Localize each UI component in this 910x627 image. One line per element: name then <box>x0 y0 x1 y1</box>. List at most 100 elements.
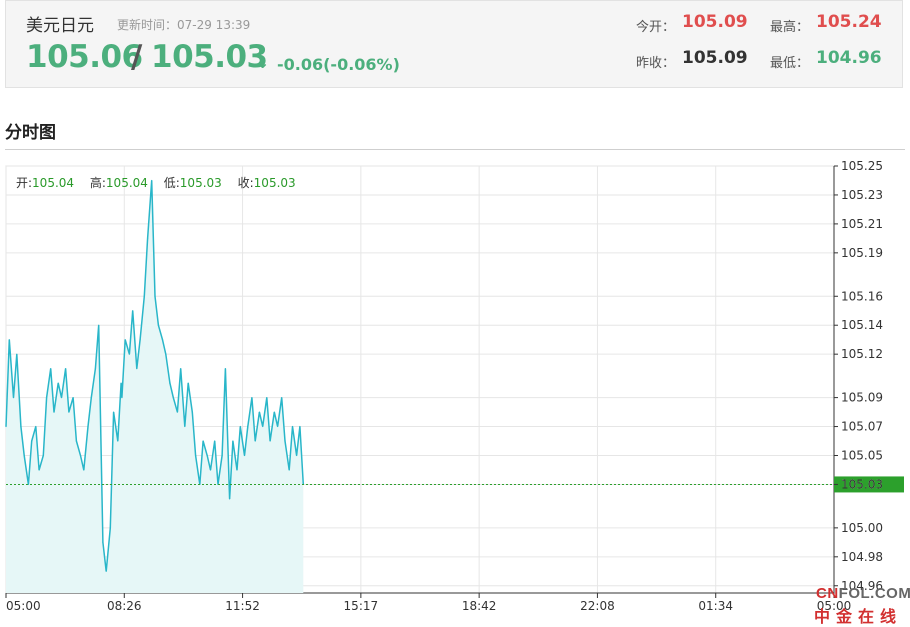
watermark-rest: FOL.COM <box>838 585 910 602</box>
price-point <box>165 353 167 355</box>
price-point <box>72 397 74 399</box>
price-point <box>139 339 141 341</box>
price-point <box>161 339 164 341</box>
x-tick-label: 18:42 <box>462 599 497 613</box>
price-point <box>236 469 238 471</box>
price-point <box>184 425 186 428</box>
open-label: 今开： <box>636 20 676 35</box>
price-point <box>128 353 130 355</box>
price-point <box>214 440 216 442</box>
price-point <box>23 454 25 457</box>
y-tick-label: 105.03 <box>841 477 883 491</box>
price-point <box>239 425 241 428</box>
price-point <box>195 454 197 457</box>
price-point <box>68 411 70 413</box>
price-point <box>273 411 275 413</box>
section-divider <box>5 149 905 150</box>
watermark-bottom: 中金在线 <box>814 607 903 626</box>
price-point <box>8 339 10 341</box>
chart-area-layer <box>6 180 304 593</box>
x-axis: 05:00 08:26 11:52 15:17 18:42 22:08 01:34 05:00 <box>5 593 851 613</box>
price-point <box>229 498 231 500</box>
high-label: 最高： <box>770 20 810 35</box>
price-point <box>35 425 37 428</box>
price-point <box>94 368 96 370</box>
price-point <box>247 425 249 428</box>
y-tick-label: 105.23 <box>841 188 883 202</box>
price-point <box>87 425 89 428</box>
price-point <box>16 353 18 355</box>
low-value: 104.96 <box>816 48 882 68</box>
price-point <box>57 382 59 384</box>
y-tick-label: 105.05 <box>841 448 883 462</box>
y-tick-label: 105.09 <box>841 391 883 405</box>
price-area <box>6 180 304 593</box>
price-point <box>109 527 111 529</box>
price-point <box>143 295 145 297</box>
ohlc-low-label: 低: <box>163 176 180 190</box>
price-point <box>243 454 246 457</box>
price-point <box>12 397 15 399</box>
price-point <box>172 397 174 399</box>
price-point <box>151 179 153 182</box>
price-point <box>296 454 298 457</box>
price-point <box>154 295 156 297</box>
price-point <box>224 368 226 370</box>
price-point <box>277 425 279 428</box>
current-price-layer: 105.03 <box>6 476 904 493</box>
price-point <box>53 411 55 413</box>
bid-price: 105.06 <box>26 39 143 75</box>
price-point <box>269 440 271 442</box>
price-point <box>191 411 193 413</box>
y-tick-label: 105.00 <box>841 521 883 535</box>
ohlc-close-label: 收: <box>237 176 254 190</box>
price-point <box>232 440 234 442</box>
section-title: 分时图 <box>5 123 56 143</box>
price-point <box>65 368 67 370</box>
x-tick-label: 05:00 <box>6 599 41 613</box>
price-point <box>281 397 283 399</box>
update-time: 更新时间：07-29 13:39 <box>117 18 251 32</box>
x-tick-label: 15:17 <box>344 599 379 613</box>
watermark-cn: CN <box>816 585 839 602</box>
price-point <box>187 382 189 384</box>
prev-close-label: 昨收： <box>636 56 676 71</box>
y-tick-label: 104.96 <box>841 579 883 593</box>
price-point <box>169 382 171 384</box>
price-point <box>50 368 52 370</box>
price-point <box>102 541 104 543</box>
price-point <box>120 382 122 384</box>
price-point <box>27 483 29 485</box>
price-point <box>262 425 264 428</box>
cnfol-watermark-logo: CNFOL.COM 中金在线 <box>812 583 910 626</box>
price-point <box>206 454 208 457</box>
price-point <box>180 368 182 370</box>
price-point <box>79 454 82 457</box>
ohlc-high-label: 高: <box>89 176 106 190</box>
price-point <box>254 440 256 442</box>
current-price-label: 105.03 <box>841 477 883 491</box>
price-point <box>46 397 48 399</box>
price-point <box>209 469 212 471</box>
quote-header: 美元日元 更新时间：07-29 13:39 105.06 / 105.03 ↓ … <box>5 0 903 88</box>
ohlc-open-value: 105.04 <box>32 176 75 190</box>
price-point <box>291 425 294 428</box>
price-point <box>299 425 301 428</box>
price-point <box>147 237 149 239</box>
high-value: 105.24 <box>816 12 882 32</box>
y-tick-label: 105.14 <box>841 318 883 332</box>
price-point <box>221 454 223 457</box>
x-tick-label: 11:52 <box>225 599 260 613</box>
open-value: 105.09 <box>682 12 748 32</box>
ohlc-low-value: 105.03 <box>179 176 222 190</box>
y-tick-label: 105.07 <box>841 420 883 434</box>
y-tick-label: 105.16 <box>841 289 883 303</box>
x-tick-label: 22:08 <box>580 599 615 613</box>
y-axis: 105.25 105.23 105.21 105.19 105.16 105.14 105.… <box>834 159 883 593</box>
y-tick-label: 104.98 <box>841 550 883 564</box>
price-point <box>202 440 204 442</box>
price-point <box>266 397 268 399</box>
prev-close-value: 105.09 <box>682 48 748 68</box>
price-point <box>38 469 40 471</box>
